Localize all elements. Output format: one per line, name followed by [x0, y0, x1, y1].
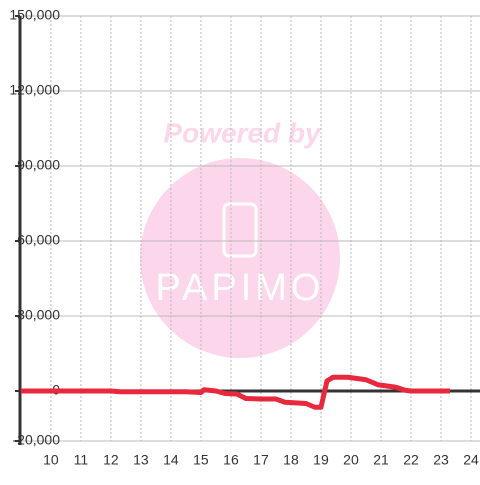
y-tick-label: 120,000: [9, 82, 60, 98]
y-tick-label: 30,000: [17, 307, 60, 323]
y-tick-label: 60,000: [17, 232, 60, 248]
y-tick-label: 90,000: [17, 157, 60, 173]
x-tick-label: 12: [103, 452, 119, 468]
watermark-circle: [140, 158, 340, 358]
x-tick-label: 13: [133, 452, 149, 468]
x-tick-label: 22: [403, 452, 419, 468]
x-tick-label: 15: [193, 452, 209, 468]
x-tick-label: 20: [343, 452, 359, 468]
data-line: [20, 374, 450, 410]
x-tick-label: 21: [373, 452, 389, 468]
watermark-text: Powered by: [163, 117, 322, 148]
x-tick-label: 18: [283, 452, 299, 468]
x-tick-label: 14: [163, 452, 179, 468]
watermark-logo: PAPIMO: [156, 267, 325, 309]
x-tick-label: 17: [253, 452, 269, 468]
x-tick-label: 19: [313, 452, 329, 468]
x-tick-label: 16: [223, 452, 239, 468]
y-tick-label: -20,000: [13, 432, 61, 448]
x-tick-label: 24: [463, 452, 479, 468]
watermark-icon: [222, 202, 258, 258]
y-tick-label: 150,000: [9, 7, 60, 23]
x-tick-label: 11: [74, 452, 89, 468]
x-tick-label: 10: [43, 452, 59, 468]
x-tick-label: 23: [433, 452, 449, 468]
